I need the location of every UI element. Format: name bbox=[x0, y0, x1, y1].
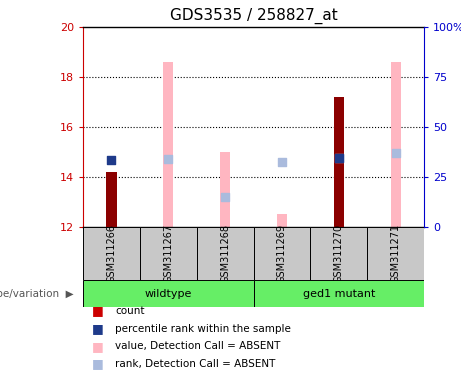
Text: ■: ■ bbox=[92, 340, 104, 353]
Text: ■: ■ bbox=[92, 305, 104, 318]
Text: GSM311266: GSM311266 bbox=[106, 224, 117, 283]
Bar bbox=[367, 227, 424, 280]
Text: GSM311271: GSM311271 bbox=[390, 224, 401, 283]
Text: ■: ■ bbox=[92, 358, 104, 371]
Point bbox=[335, 155, 343, 161]
Bar bbox=[310, 227, 367, 280]
Text: ■: ■ bbox=[92, 322, 104, 335]
Point bbox=[278, 159, 286, 165]
Bar bbox=[83, 280, 254, 307]
Point bbox=[335, 155, 343, 161]
Text: genotype/variation  ▶: genotype/variation ▶ bbox=[0, 289, 74, 299]
Text: GSM311267: GSM311267 bbox=[163, 224, 173, 283]
Bar bbox=[254, 227, 310, 280]
Bar bbox=[334, 97, 344, 227]
Bar bbox=[197, 227, 254, 280]
Text: wildtype: wildtype bbox=[145, 289, 192, 299]
Bar bbox=[254, 280, 424, 307]
Bar bbox=[140, 227, 197, 280]
Point bbox=[392, 150, 399, 156]
Text: GSM311270: GSM311270 bbox=[334, 224, 344, 283]
Text: rank, Detection Call = ABSENT: rank, Detection Call = ABSENT bbox=[115, 359, 276, 369]
Point bbox=[165, 156, 172, 162]
Bar bbox=[277, 214, 287, 227]
Bar bbox=[390, 62, 401, 227]
Text: ged1 mutant: ged1 mutant bbox=[303, 289, 375, 299]
Bar bbox=[106, 172, 117, 227]
Text: GSM311268: GSM311268 bbox=[220, 224, 230, 283]
Point bbox=[108, 157, 115, 164]
Bar bbox=[83, 227, 140, 280]
Bar bbox=[220, 152, 230, 227]
Text: value, Detection Call = ABSENT: value, Detection Call = ABSENT bbox=[115, 341, 281, 351]
Title: GDS3535 / 258827_at: GDS3535 / 258827_at bbox=[170, 8, 337, 24]
Text: percentile rank within the sample: percentile rank within the sample bbox=[115, 324, 291, 334]
Text: GSM311269: GSM311269 bbox=[277, 224, 287, 283]
Bar bbox=[163, 62, 173, 227]
Point bbox=[221, 194, 229, 200]
Text: count: count bbox=[115, 306, 145, 316]
